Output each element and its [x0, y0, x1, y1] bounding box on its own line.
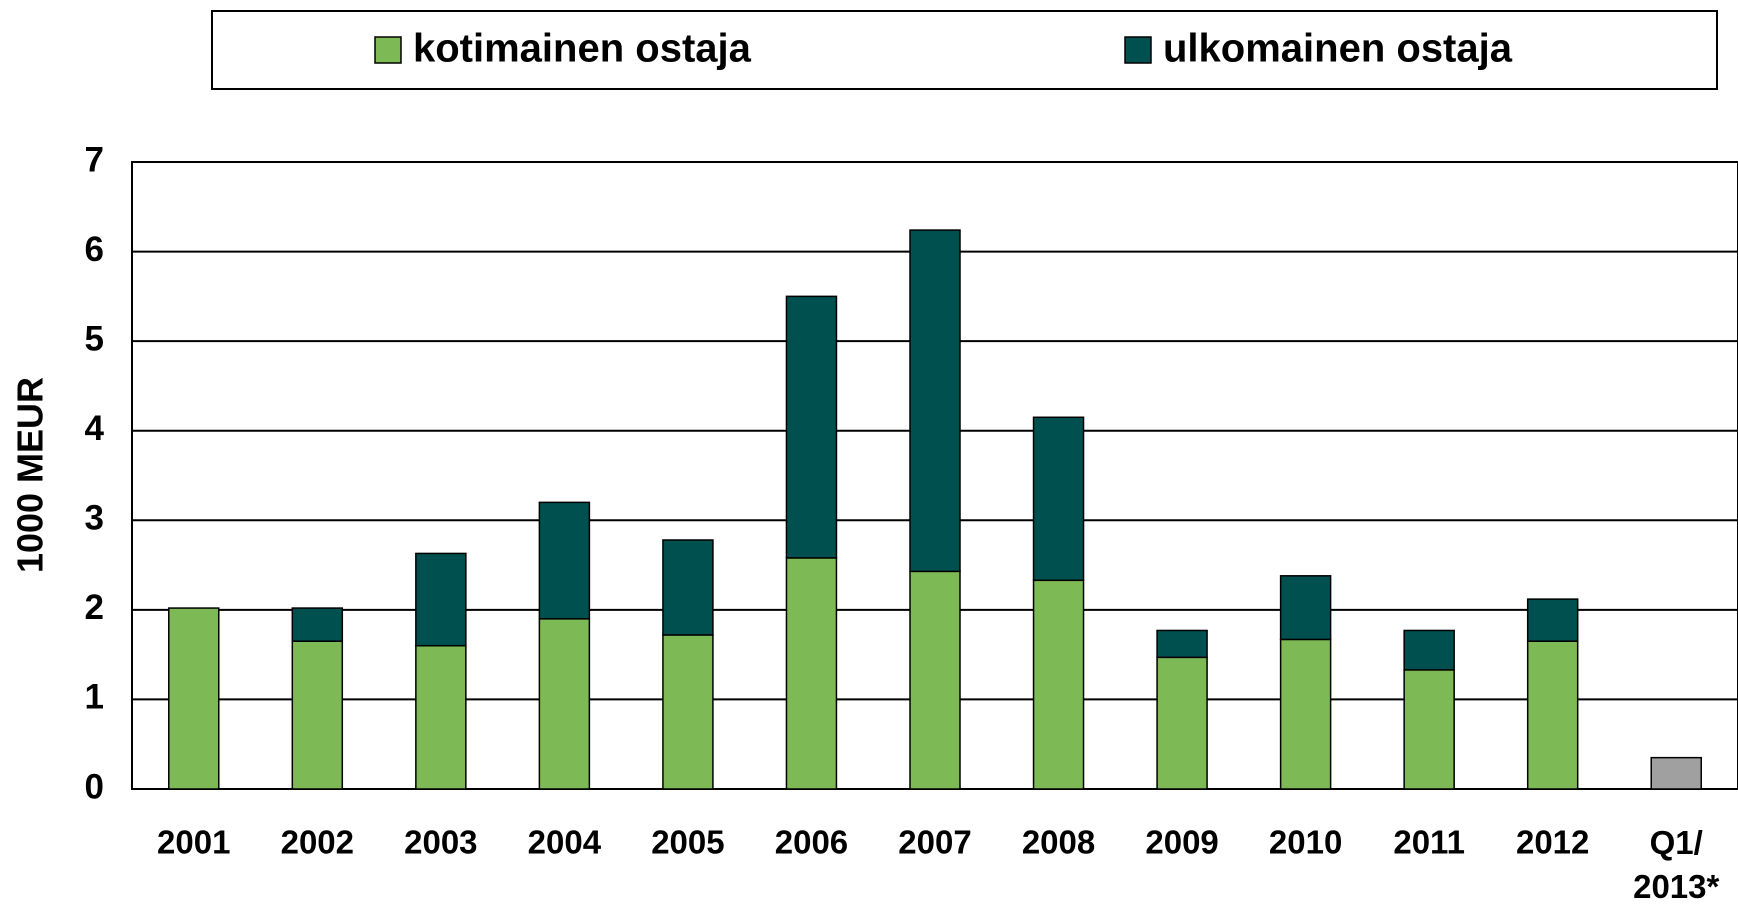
- bar-segment: [662, 634, 714, 790]
- bar-segment: [785, 557, 838, 790]
- bar-segment: [1526, 598, 1579, 642]
- y-tick-label: 7: [85, 140, 104, 179]
- bar-segment: [1650, 756, 1702, 790]
- bar-segment: [291, 607, 344, 642]
- legend-swatch: [374, 36, 402, 64]
- bar-segment: [1526, 640, 1579, 790]
- x-tick-label: 2012: [1516, 824, 1589, 861]
- legend-box: [211, 10, 1718, 90]
- bar-segment: [1403, 629, 1455, 671]
- y-tick-label: 0: [85, 767, 104, 806]
- x-tick-label: 2011: [1393, 824, 1465, 861]
- x-tick-label: 2010: [1269, 824, 1342, 861]
- bar-segment: [415, 644, 467, 790]
- bar-segment: [1403, 669, 1455, 790]
- x-tick-label: Q1/2013*: [1633, 824, 1719, 905]
- bar-segment: [1032, 416, 1085, 582]
- x-tick-label: 2001: [157, 824, 230, 861]
- x-tick-label: 2006: [775, 824, 848, 861]
- legend-label: ulkomainen ostaja: [1163, 27, 1513, 71]
- bar-segment: [1279, 638, 1332, 790]
- x-tick-label: 2003: [404, 824, 477, 861]
- legend-label: kotimainen ostaja: [413, 27, 752, 71]
- bar-segment: [909, 570, 961, 790]
- bar-segment: [291, 640, 344, 790]
- bar-segment: [785, 295, 838, 559]
- bar-segment: [538, 618, 591, 790]
- bar-segment: [1156, 656, 1208, 790]
- x-tick-label: 2008: [1022, 824, 1095, 861]
- bar-segment: [168, 607, 220, 790]
- y-axis-label: 1000 MEUR: [10, 377, 51, 573]
- y-tick-label: 2: [85, 588, 104, 627]
- bar-segment: [1279, 575, 1332, 641]
- x-tick-label: 2007: [898, 824, 971, 861]
- x-tick-label: 2004: [528, 824, 602, 861]
- x-tick-label: 2005: [651, 824, 724, 861]
- y-tick-label: 1: [85, 678, 104, 717]
- bar-segment: [1156, 629, 1208, 659]
- y-tick-label: 4: [85, 409, 105, 448]
- bar-segment: [538, 501, 591, 620]
- legend-swatch: [1124, 36, 1152, 64]
- x-tick-label: 2002: [281, 824, 354, 861]
- bar-segment: [1032, 579, 1085, 790]
- x-tick-label: 2009: [1145, 824, 1218, 861]
- y-tick-label: 5: [85, 319, 104, 358]
- y-tick-label: 6: [85, 230, 104, 269]
- bar-segment: [909, 229, 961, 573]
- y-tick-label: 3: [85, 499, 104, 538]
- bar-segment: [415, 552, 467, 647]
- bar-segment: [662, 539, 714, 636]
